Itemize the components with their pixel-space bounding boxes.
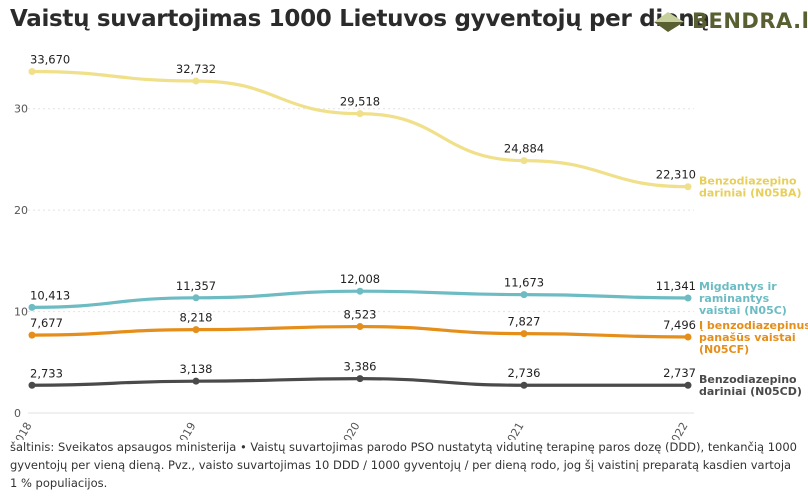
x-tick-label: 2019 [173, 420, 198, 440]
brand-logo[interactable]: BENDRA.lt [652, 8, 808, 34]
data-label: 24,884 [504, 142, 544, 156]
data-point [520, 291, 528, 299]
source-note: šaltinis: Sveikatos apsaugos ministerija… [10, 440, 797, 490]
series-label: panašūs vaistai [699, 331, 796, 344]
series-label: (N05CF) [699, 343, 749, 356]
series-label: raminantys [699, 292, 770, 305]
data-label: 11,673 [504, 276, 544, 290]
data-label: 11,357 [176, 279, 216, 293]
page-title: Vaistų suvartojimas 1000 Lietuvos gyvent… [10, 6, 710, 32]
data-point [28, 303, 36, 311]
data-label: 3,138 [180, 362, 213, 376]
data-point [684, 183, 692, 191]
data-label: 33,670 [30, 52, 70, 66]
series-label: Benzodiazepino [699, 175, 797, 188]
data-label: 7,677 [30, 316, 63, 330]
data-point [356, 110, 364, 118]
series-label: dariniai (N05BA) [699, 187, 802, 200]
data-point [356, 375, 364, 383]
data-point [192, 77, 200, 85]
x-tick-label: 2021 [501, 420, 526, 440]
data-label: 7,827 [508, 315, 541, 329]
y-tick-label: 30 [14, 103, 28, 116]
logo-text: BENDRA.lt [692, 9, 808, 33]
data-point [192, 377, 200, 385]
data-label: 11,341 [656, 279, 696, 293]
data-label: 3,386 [344, 360, 377, 374]
scales-icon [654, 12, 684, 32]
data-point [356, 323, 364, 331]
data-label: 22,310 [656, 168, 696, 182]
series-label: Migdantys ir [699, 280, 777, 293]
data-label: 12,008 [340, 272, 380, 286]
data-point [520, 157, 528, 165]
data-point [192, 326, 200, 334]
data-label: 29,518 [340, 95, 380, 109]
line-chart: 0 10 20 30 2018 2019 2020 2021 2022 33,670 32,732 2… [9, 52, 808, 440]
data-point [520, 330, 528, 338]
data-point [28, 67, 36, 75]
data-point [28, 331, 36, 339]
data-label: 8,218 [180, 311, 213, 325]
data-label: 2,737 [663, 366, 696, 380]
data-label: 2,736 [508, 366, 541, 380]
x-tick-label: 2018 [9, 420, 34, 440]
series-label: vaistai (N05C) [699, 304, 787, 317]
data-point [684, 381, 692, 389]
data-point [28, 381, 36, 389]
series-label: dariniai (N05CD) [699, 385, 802, 398]
data-label: 7,496 [663, 318, 696, 332]
x-tick-label: 2020 [337, 420, 362, 440]
data-point [520, 381, 528, 389]
data-point [192, 294, 200, 302]
series-label: Benzodiazepino [699, 373, 797, 386]
data-label: 10,413 [30, 288, 70, 302]
data-label: 8,523 [344, 308, 377, 322]
data-point [684, 294, 692, 302]
data-label: 32,732 [176, 62, 216, 76]
series-label: Į benzodiazepinus [699, 319, 808, 332]
y-tick-label: 10 [14, 306, 28, 319]
data-point [356, 287, 364, 295]
y-tick-label: 0 [14, 407, 21, 420]
series-line [30, 69, 690, 189]
data-point [684, 333, 692, 341]
x-tick-label: 2022 [665, 420, 690, 440]
data-label: 2,733 [30, 366, 63, 380]
y-tick-label: 20 [14, 204, 28, 217]
